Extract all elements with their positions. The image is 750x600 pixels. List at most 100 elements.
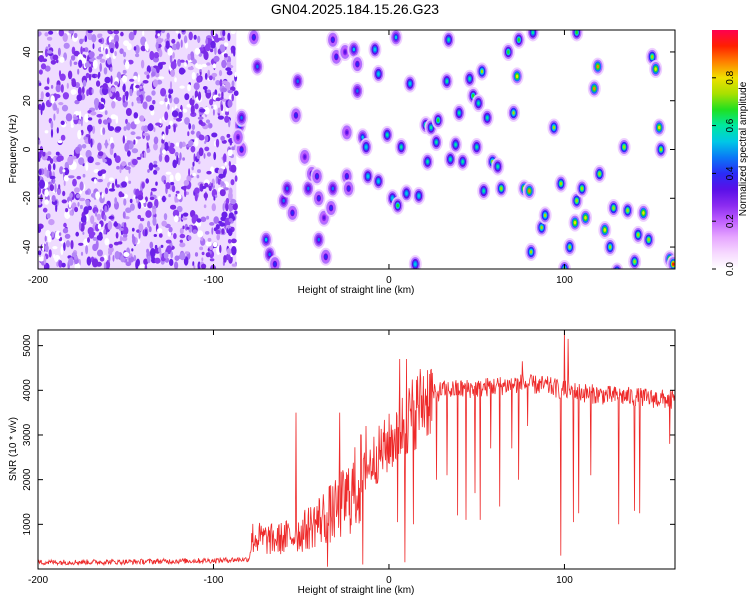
- noise-speckle: [194, 103, 199, 110]
- noise-speckle: [196, 218, 202, 223]
- noise-speckle: [83, 206, 89, 215]
- spectral-cluster: [603, 238, 617, 257]
- noise-speckle: [107, 30, 112, 34]
- noise-speckle: [68, 30, 75, 34]
- noise-speckle: [97, 33, 102, 39]
- noise-speckle: [164, 97, 168, 103]
- noise-speckle: [179, 227, 184, 235]
- noise-speckle: [148, 162, 154, 171]
- noise-speckle: [216, 233, 220, 241]
- noise-speckle: [177, 194, 182, 200]
- noise-speckle: [49, 158, 54, 164]
- spectral-cluster: [510, 67, 524, 86]
- noise-speckle: [174, 195, 177, 203]
- noise-speckle: [38, 151, 42, 159]
- noise-speckle: [169, 258, 174, 266]
- spectrogram-x-axis-label: Height of straight line (km): [298, 285, 415, 296]
- noise-speckle: [179, 85, 185, 89]
- noise-speckle: [46, 77, 50, 85]
- noise-speckle: [58, 102, 64, 106]
- spectrogram-noise-region: [38, 30, 239, 269]
- noise-speckle: [148, 226, 152, 233]
- noise-speckle: [41, 58, 48, 62]
- snr-series-line: [38, 330, 675, 567]
- noise-speckle: [102, 119, 109, 125]
- noise-speckle: [57, 47, 61, 57]
- noise-speckle: [47, 50, 53, 54]
- spectral-cluster: [554, 174, 568, 193]
- noise-speckle: [108, 254, 111, 263]
- spectral-cluster: [347, 40, 361, 59]
- noise-speckle: [187, 131, 190, 137]
- noise-speckle: [90, 138, 93, 148]
- noise-speckle: [154, 198, 159, 209]
- noise-speckle: [44, 48, 49, 58]
- noise-speckle: [173, 124, 176, 133]
- noise-speckle: [212, 241, 218, 248]
- noise-speckle: [122, 94, 126, 103]
- noise-speckle: [219, 222, 226, 227]
- noise-speckle: [164, 94, 167, 98]
- noise-speckle: [61, 262, 66, 268]
- noise-speckle: [111, 87, 116, 93]
- noise-speckle: [123, 252, 130, 257]
- noise-speckle: [206, 89, 211, 94]
- spectral-cluster: [298, 147, 312, 166]
- noise-speckle: [218, 93, 221, 97]
- noise-speckle: [98, 38, 103, 43]
- noise-speckle: [183, 179, 190, 186]
- noise-speckle: [196, 64, 203, 70]
- noise-speckle: [133, 83, 137, 92]
- noise-speckle: [89, 58, 95, 62]
- noise-speckle: [207, 237, 212, 242]
- noise-speckle: [86, 256, 92, 266]
- noise-speckle: [234, 175, 238, 182]
- noise-speckle: [227, 239, 232, 244]
- spectral-cluster: [649, 60, 663, 79]
- noise-speckle: [112, 255, 115, 262]
- noise-speckle: [87, 227, 94, 235]
- noise-speckle: [226, 133, 231, 138]
- spectral-cluster: [412, 186, 426, 205]
- spectral-cluster: [575, 179, 589, 198]
- noise-speckle: [75, 231, 79, 237]
- snr-chart: -200 -100 0 100 1000 2000 3000 4000 5000 Height…: [8, 329, 676, 596]
- noise-speckle: [225, 67, 232, 72]
- noise-speckle: [213, 196, 216, 201]
- noise-speckle: [110, 142, 115, 149]
- noise-speckle: [125, 118, 128, 125]
- spectral-cluster: [471, 94, 485, 113]
- noise-speckle: [130, 131, 136, 136]
- noise-speckle: [155, 122, 162, 126]
- noise-speckle: [169, 147, 176, 155]
- noise-speckle: [70, 124, 74, 128]
- noise-speckle: [68, 175, 75, 179]
- noise-speckle: [136, 90, 141, 97]
- noise-speckle: [139, 90, 146, 95]
- noise-speckle: [175, 30, 179, 34]
- noise-speckle: [87, 30, 93, 34]
- noise-speckle: [190, 145, 196, 153]
- noise-speckle: [204, 182, 209, 188]
- noise-speckle: [123, 222, 127, 229]
- noise-speckle: [204, 146, 210, 152]
- noise-speckle: [164, 111, 169, 121]
- noise-speckle: [192, 261, 195, 267]
- colorbar-tick-label: 0.6: [725, 118, 736, 132]
- spectral-cluster: [593, 164, 607, 183]
- spectral-cluster: [440, 72, 454, 91]
- noise-speckle: [193, 265, 196, 269]
- noise-speckle: [114, 30, 119, 35]
- spectral-cluster: [512, 30, 526, 49]
- noise-speckle: [79, 38, 84, 45]
- noise-speckle: [204, 72, 208, 80]
- noise-speckle: [176, 155, 179, 165]
- noise-speckle: [92, 243, 98, 252]
- noise-speckle: [146, 142, 149, 148]
- noise-speckle: [111, 101, 116, 109]
- noise-speckle: [231, 238, 237, 244]
- noise-speckle: [92, 125, 96, 134]
- noise-speckle: [133, 254, 137, 262]
- noise-speckle: [161, 30, 166, 34]
- noise-speckle: [84, 113, 89, 123]
